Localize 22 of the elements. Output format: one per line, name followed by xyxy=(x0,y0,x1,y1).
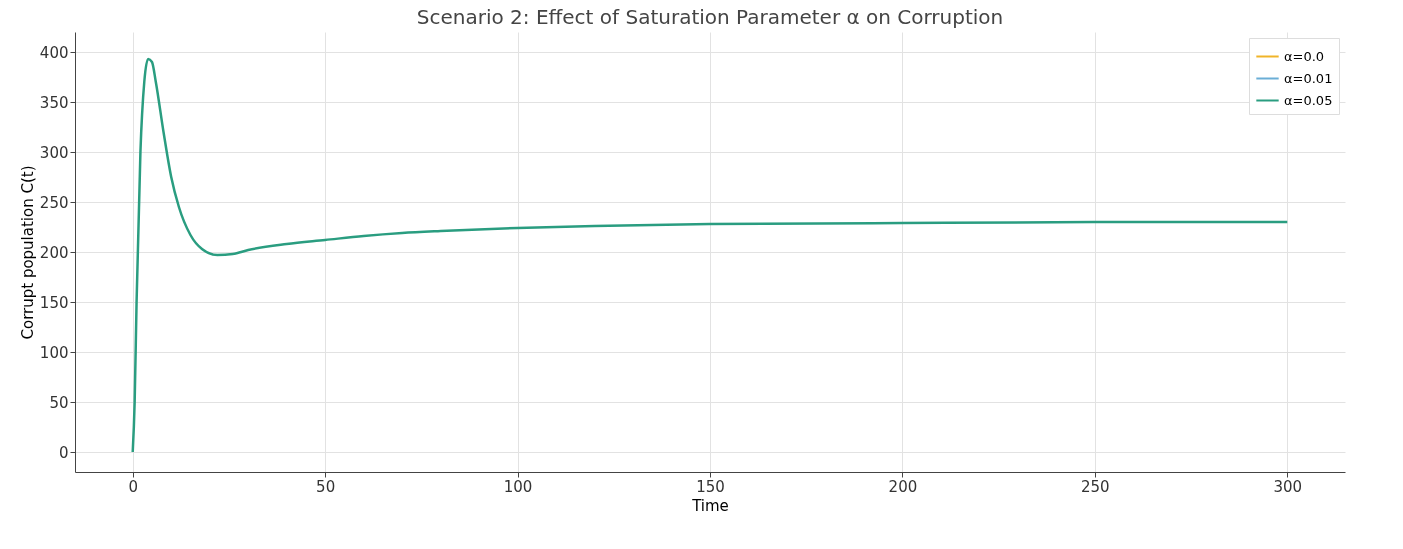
legend-label: α=0.05 xyxy=(1284,92,1333,108)
y-tick-label: 400 xyxy=(39,43,69,62)
y-tick-label: 200 xyxy=(39,243,69,262)
x-axis-title: Time xyxy=(691,496,729,515)
x-tick-label: 200 xyxy=(888,477,918,496)
x-tick-label: 0 xyxy=(128,477,138,496)
y-tick-label: 50 xyxy=(49,393,69,412)
chart-title: Scenario 2: Effect of Saturation Parameter α on Corruption xyxy=(416,5,1004,29)
legend-label: α=0.0 xyxy=(1284,48,1325,64)
y-tick-label: 100 xyxy=(39,343,69,362)
x-tick-label: 50 xyxy=(316,477,336,496)
x-tick-label: 100 xyxy=(503,477,533,496)
y-tick-label: 150 xyxy=(39,293,69,312)
y-tick-label: 0 xyxy=(58,443,69,462)
y-tick-label: 350 xyxy=(39,93,69,112)
x-tick-label: 300 xyxy=(1273,477,1303,496)
x-tick-label: 150 xyxy=(696,477,725,496)
y-tick-label: 250 xyxy=(39,193,69,212)
legend-label: α=0.01 xyxy=(1284,70,1333,86)
x-tick-label: 250 xyxy=(1081,477,1110,496)
y-tick-label: 300 xyxy=(39,143,69,162)
y-axis-title: Corrupt population C(t) xyxy=(18,165,37,340)
